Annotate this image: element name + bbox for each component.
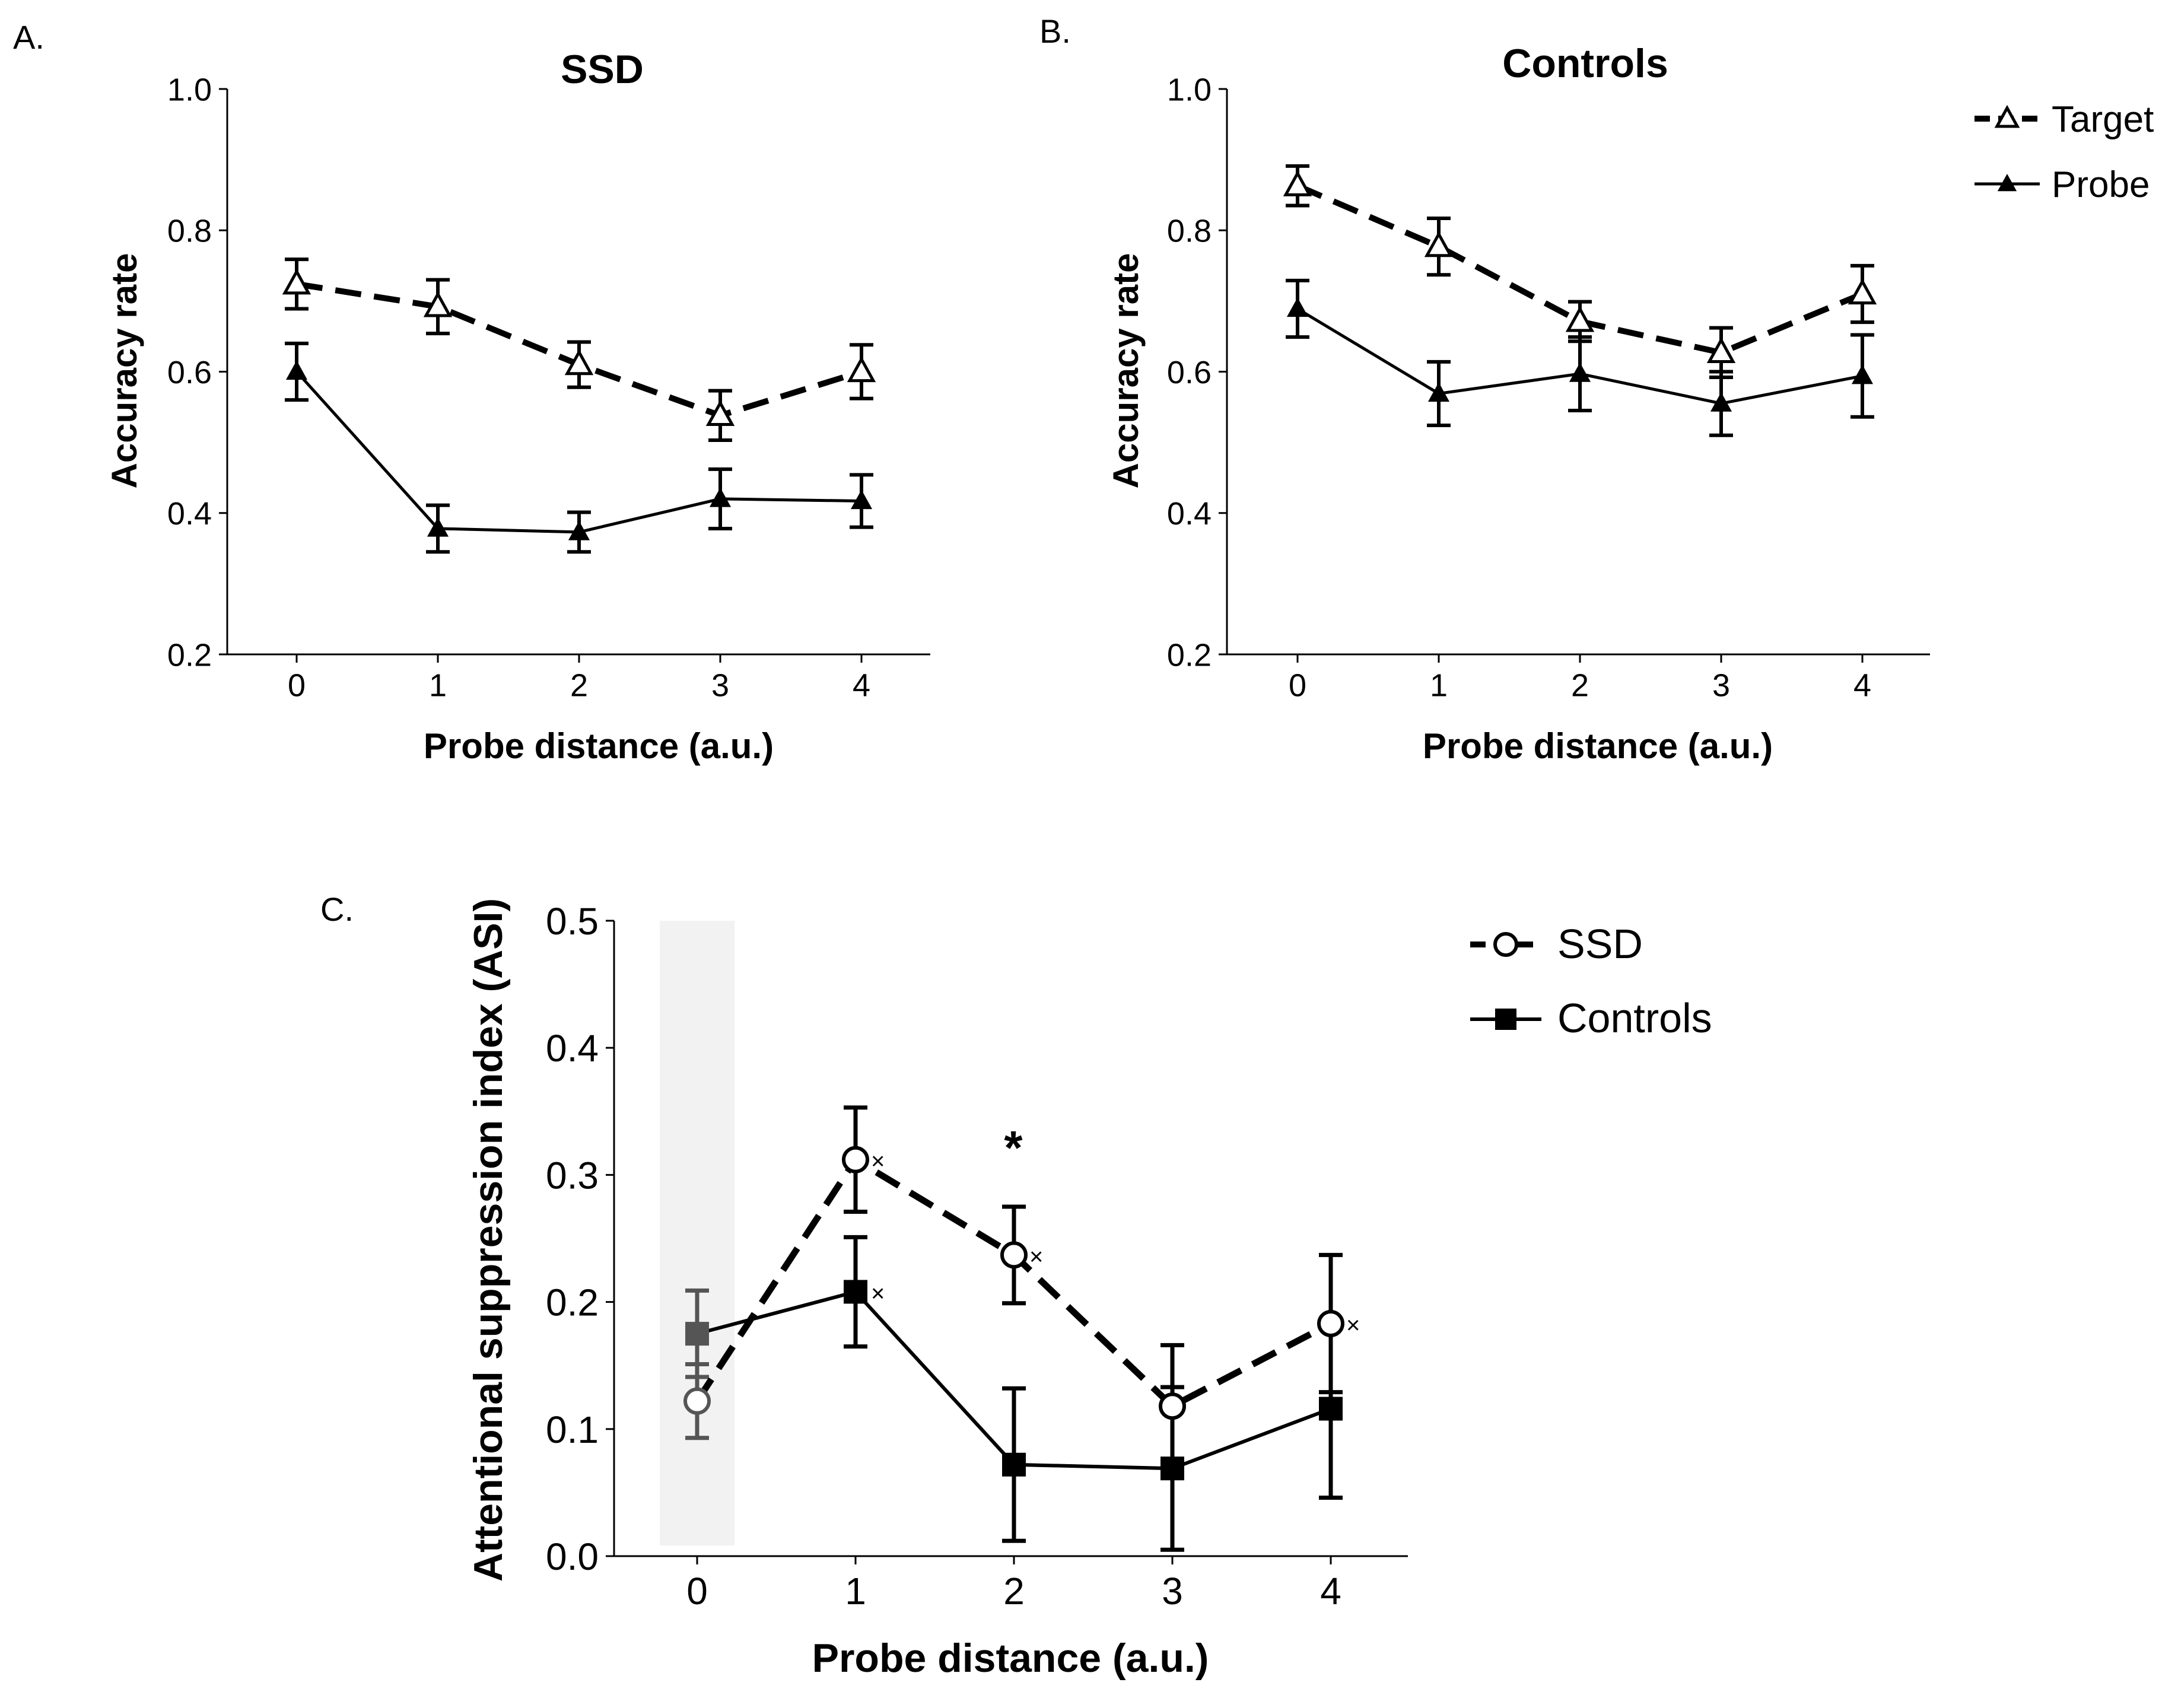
panel-a-series-probe-point — [427, 517, 449, 537]
legend-controls-marker — [1495, 1009, 1516, 1030]
panel-c-cross-mark: × — [1346, 1312, 1360, 1338]
panel-b-legend: Target Probe — [1974, 99, 2154, 205]
panel-a-series-target — [282, 257, 876, 443]
panel-c-cross-mark: × — [871, 1280, 885, 1306]
panel-a-y-tick-label: 0.8 — [167, 214, 212, 249]
panel-a-series-probe — [285, 341, 873, 554]
panel-b-x-tick-label: 4 — [1853, 668, 1871, 704]
panel-b-y-tick-label: 0.4 — [1167, 496, 1212, 532]
panel-b-series-target-point — [1565, 306, 1595, 332]
panel-b-x-axis-label: Probe distance (a.u.) — [1423, 726, 1773, 766]
panel-c-shaded-band — [660, 921, 735, 1545]
panel-a-series-target-point — [847, 356, 876, 383]
panel-b-series-target — [1283, 164, 1877, 380]
panel-a-series-probe-point — [568, 520, 590, 540]
panel-a-x-tick-label: 1 — [429, 668, 447, 704]
panel-b-y-axis-label: Accuracy rate — [1106, 253, 1146, 489]
panel-b-y-tick-label: 1.0 — [1167, 72, 1212, 107]
panel-c-y-tick-label: 0.2 — [546, 1281, 599, 1324]
panel-c-series-controls-point — [685, 1322, 709, 1346]
panel-a-series-probe-point — [285, 360, 308, 380]
panel-a-series-target-point — [282, 268, 311, 295]
panel-c-x-axis-label: Probe distance (a.u.) — [812, 1636, 1209, 1681]
panel-b-y-tick-label: 0.6 — [1167, 355, 1212, 390]
panel-a-series-probe-point — [709, 487, 732, 507]
panel-c-y-tick-label: 0.4 — [546, 1027, 599, 1070]
panel-a-title: SSD — [561, 47, 644, 92]
legend-label-ssd: SSD — [1557, 921, 1643, 967]
panel-a-y-tick-label: 1.0 — [167, 72, 212, 107]
panel-label-c: C. — [320, 890, 354, 928]
panel-b-series-probe-point — [1851, 364, 1874, 384]
panel-a-x-tick-label: 0 — [288, 668, 306, 704]
panel-a-y-tick-label: 0.4 — [167, 496, 212, 532]
panel-c-series-controls-point — [844, 1280, 867, 1304]
panel-a-series-target-point — [705, 400, 735, 426]
panel-b-x-tick-label: 3 — [1712, 668, 1730, 704]
legend-probe-marker — [1997, 174, 2017, 192]
panel-c-series-ssd-point — [683, 1387, 711, 1415]
panel-b-y-tick-label: 0.8 — [1167, 214, 1212, 249]
panel-c-legend: SSD Controls — [1470, 921, 1712, 1041]
panel-b-series-probe-point — [1569, 362, 1591, 382]
panel-c-y-tick-label: 0.0 — [546, 1535, 599, 1578]
panel-c-x-tick-label: 4 — [1320, 1570, 1341, 1612]
panel-label-a: A. — [13, 18, 44, 56]
panel-b-x-tick-label: 0 — [1289, 668, 1306, 704]
panel-a-ssd-accuracy: SSD Probe distance (a.u.) Accuracy rate … — [104, 47, 930, 766]
panel-c-asi: Probe distance (a.u.) Attentional suppre… — [466, 898, 1712, 1681]
panel-b-x-tick-label: 1 — [1430, 668, 1448, 704]
panel-a-series-target-point — [423, 291, 453, 317]
panel-a-y-axis-label: Accuracy rate — [104, 253, 144, 489]
legend-label-probe: Probe — [2052, 164, 2150, 205]
panel-a-x-tick-label: 4 — [853, 668, 870, 704]
panel-b-series-target-point — [1424, 231, 1454, 257]
panel-c-cross-mark: × — [1029, 1243, 1043, 1270]
legend-label-controls: Controls — [1557, 995, 1712, 1041]
panel-label-b: B. — [1039, 12, 1071, 50]
panel-a-x-tick-label: 2 — [570, 668, 588, 704]
legend-ssd-marker — [1493, 932, 1518, 957]
panel-a-x-axis-label: Probe distance (a.u.) — [424, 726, 774, 766]
legend-target-marker — [1994, 104, 2020, 128]
panel-b-series-target-point — [1283, 170, 1312, 196]
panel-c-cross-mark: × — [871, 1149, 885, 1175]
significance-marker: * — [1004, 1121, 1023, 1174]
panel-b-x-tick-label: 2 — [1571, 668, 1589, 704]
legend-label-target: Target — [2052, 99, 2154, 140]
panel-b-series-probe — [1286, 278, 1874, 437]
panel-b-series-target-point — [1848, 278, 1877, 305]
panel-b-series-probe-point — [1286, 297, 1309, 317]
panel-c-y-tick-label: 0.3 — [546, 1154, 599, 1197]
panel-c-x-tick-label: 1 — [845, 1570, 866, 1612]
panel-a-series-probe-line — [295, 370, 862, 534]
panel-c-x-tick-label: 0 — [686, 1570, 708, 1612]
panel-c-series-controls-point — [1319, 1397, 1343, 1421]
panel-a-y-tick-label: 0.2 — [167, 637, 212, 673]
panel-c-series-ssd — [683, 1105, 1344, 1470]
panel-b-y-tick-label: 0.2 — [1167, 637, 1212, 673]
panel-b-series-probe-point — [1427, 382, 1450, 402]
panel-b-controls-accuracy: Controls Probe distance (a.u.) Accuracy … — [1106, 41, 2154, 766]
panel-c-series-ssd-point — [1000, 1241, 1028, 1269]
panel-c-series-controls-point — [1002, 1452, 1026, 1477]
panel-c-series-ssd-point — [842, 1146, 869, 1173]
panel-a-x-tick-label: 3 — [711, 668, 729, 704]
panel-c-x-tick-label: 3 — [1162, 1570, 1183, 1612]
panel-c-series-ssd-point — [1159, 1392, 1186, 1420]
panel-a-series-probe-point — [850, 489, 873, 510]
panel-c-x-tick-label: 2 — [1003, 1570, 1025, 1612]
panel-b-title: Controls — [1502, 41, 1668, 86]
panel-b-series-target-point — [1706, 337, 1736, 363]
panel-c-y-tick-label: 0.5 — [546, 900, 599, 943]
panel-a-y-tick-label: 0.6 — [167, 355, 212, 390]
panel-a-series-target-point — [564, 349, 594, 376]
panel-c-y-tick-label: 0.1 — [546, 1408, 599, 1451]
panel-c-y-axis-label: Attentional suppression index (ASI) — [466, 898, 511, 1582]
panel-c-series-ssd-point — [1317, 1310, 1344, 1338]
panel-b-series-probe-point — [1710, 392, 1732, 412]
